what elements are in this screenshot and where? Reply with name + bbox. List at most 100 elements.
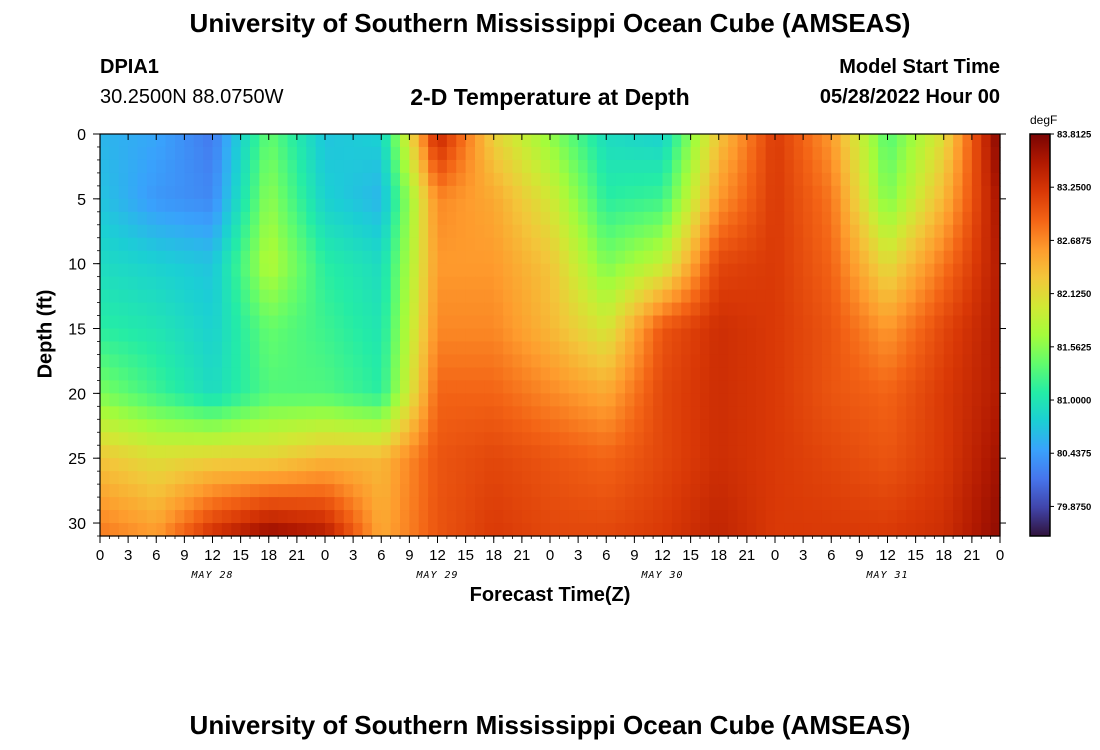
heatmap-cell (381, 341, 392, 356)
heatmap-cell (100, 263, 110, 278)
heatmap-cell (934, 198, 945, 213)
heatmap-cell (765, 458, 776, 472)
heatmap-cell (690, 328, 701, 343)
heatmap-cell (578, 432, 589, 446)
heatmap-cell (831, 224, 842, 239)
heatmap-cell (934, 237, 945, 252)
heatmap-cell (353, 445, 364, 459)
heatmap-cell (962, 198, 973, 213)
heatmap-cell (746, 354, 757, 369)
heatmap-cell (906, 159, 917, 174)
heatmap-cell (231, 198, 242, 213)
heatmap-cell (400, 510, 410, 524)
heatmap-cell (568, 484, 579, 498)
heatmap-cell (709, 432, 720, 446)
heatmap-cell (343, 510, 354, 524)
heatmap-cell (221, 328, 232, 343)
heatmap-cell (793, 497, 804, 511)
heatmap-cell (550, 263, 560, 278)
heatmap-cell (906, 471, 917, 485)
heatmap-cell (193, 250, 204, 265)
heatmap-cell (409, 185, 420, 200)
heatmap-cell (793, 250, 804, 265)
heatmap-cell (746, 419, 757, 433)
x-tick-label: 9 (405, 547, 413, 564)
heatmap-cell (812, 523, 823, 537)
heatmap-cell (821, 146, 832, 161)
heatmap-cell (250, 146, 260, 161)
heatmap-cell (231, 328, 242, 343)
heatmap-cell (287, 237, 298, 252)
colorbar-tick-label: 80.4375 (1057, 449, 1092, 460)
heatmap-cell (240, 237, 251, 252)
heatmap-cell (915, 354, 926, 369)
heatmap-cell (859, 237, 870, 252)
heatmap-cell (315, 432, 326, 446)
heatmap-cell (587, 276, 598, 291)
heatmap-cell (400, 354, 410, 369)
heatmap-cell (990, 497, 1001, 511)
heatmap-cell (943, 146, 954, 161)
heatmap-cell (503, 510, 514, 524)
heatmap-cell (221, 315, 232, 330)
heatmap-cell (221, 354, 232, 369)
heatmap-cell (381, 354, 392, 369)
heatmap-cell (718, 146, 729, 161)
heatmap-cell (596, 445, 607, 459)
heatmap-cell (840, 198, 851, 213)
heatmap-cell (306, 211, 317, 226)
heatmap-cell (568, 276, 579, 291)
heatmap-cell (615, 523, 626, 537)
heatmap-cell (212, 458, 223, 472)
day-label: MAY 31 (865, 570, 908, 581)
heatmap-cell (840, 172, 851, 187)
heatmap-cell (446, 185, 457, 200)
heatmap-cell (278, 432, 289, 446)
heatmap-cell (671, 159, 682, 174)
x-tick-label: 3 (349, 547, 357, 564)
x-tick-label: 18 (260, 547, 277, 564)
heatmap-cell (231, 263, 242, 278)
heatmap-cell (353, 471, 364, 485)
heatmap-cell (681, 354, 692, 369)
heatmap-cell (775, 237, 785, 252)
heatmap-cell (493, 445, 504, 459)
heatmap-cell (381, 198, 392, 213)
heatmap-cell (859, 510, 870, 524)
heatmap-cell (765, 276, 776, 291)
heatmap-cell (821, 224, 832, 239)
heatmap-cell (146, 328, 157, 343)
heatmap-cell (653, 380, 664, 394)
heatmap-cell (896, 134, 907, 148)
heatmap-cell (100, 237, 110, 252)
heatmap-cell (475, 211, 485, 226)
heatmap-cell (803, 458, 814, 472)
heatmap-cell (446, 471, 457, 485)
heatmap-cell (325, 523, 335, 537)
heatmap-cell (371, 146, 382, 161)
heatmap-cell (512, 185, 523, 200)
heatmap-cell (512, 146, 523, 161)
heatmap-cell (503, 419, 514, 433)
heatmap-cell (128, 393, 139, 407)
heatmap-cell (484, 302, 495, 317)
heatmap-cell (259, 276, 270, 291)
heatmap-cell (315, 211, 326, 226)
heatmap-cell (971, 497, 982, 511)
heatmap-cell (746, 484, 757, 498)
heatmap-cell (587, 250, 598, 265)
heatmap-cell (559, 341, 570, 356)
heatmap-cell (475, 510, 485, 524)
heatmap-cell (512, 263, 523, 278)
heatmap-cell (625, 471, 635, 485)
heatmap-cell (343, 302, 354, 317)
heatmap-cell (371, 185, 382, 200)
heatmap-cell (259, 393, 270, 407)
heatmap-cell (362, 159, 373, 174)
heatmap-cell (521, 211, 532, 226)
heatmap-cell (512, 289, 523, 304)
heatmap-cell (625, 523, 635, 537)
heatmap-cell (325, 172, 335, 187)
heatmap-cell (325, 146, 335, 161)
heatmap-cell (250, 497, 260, 511)
